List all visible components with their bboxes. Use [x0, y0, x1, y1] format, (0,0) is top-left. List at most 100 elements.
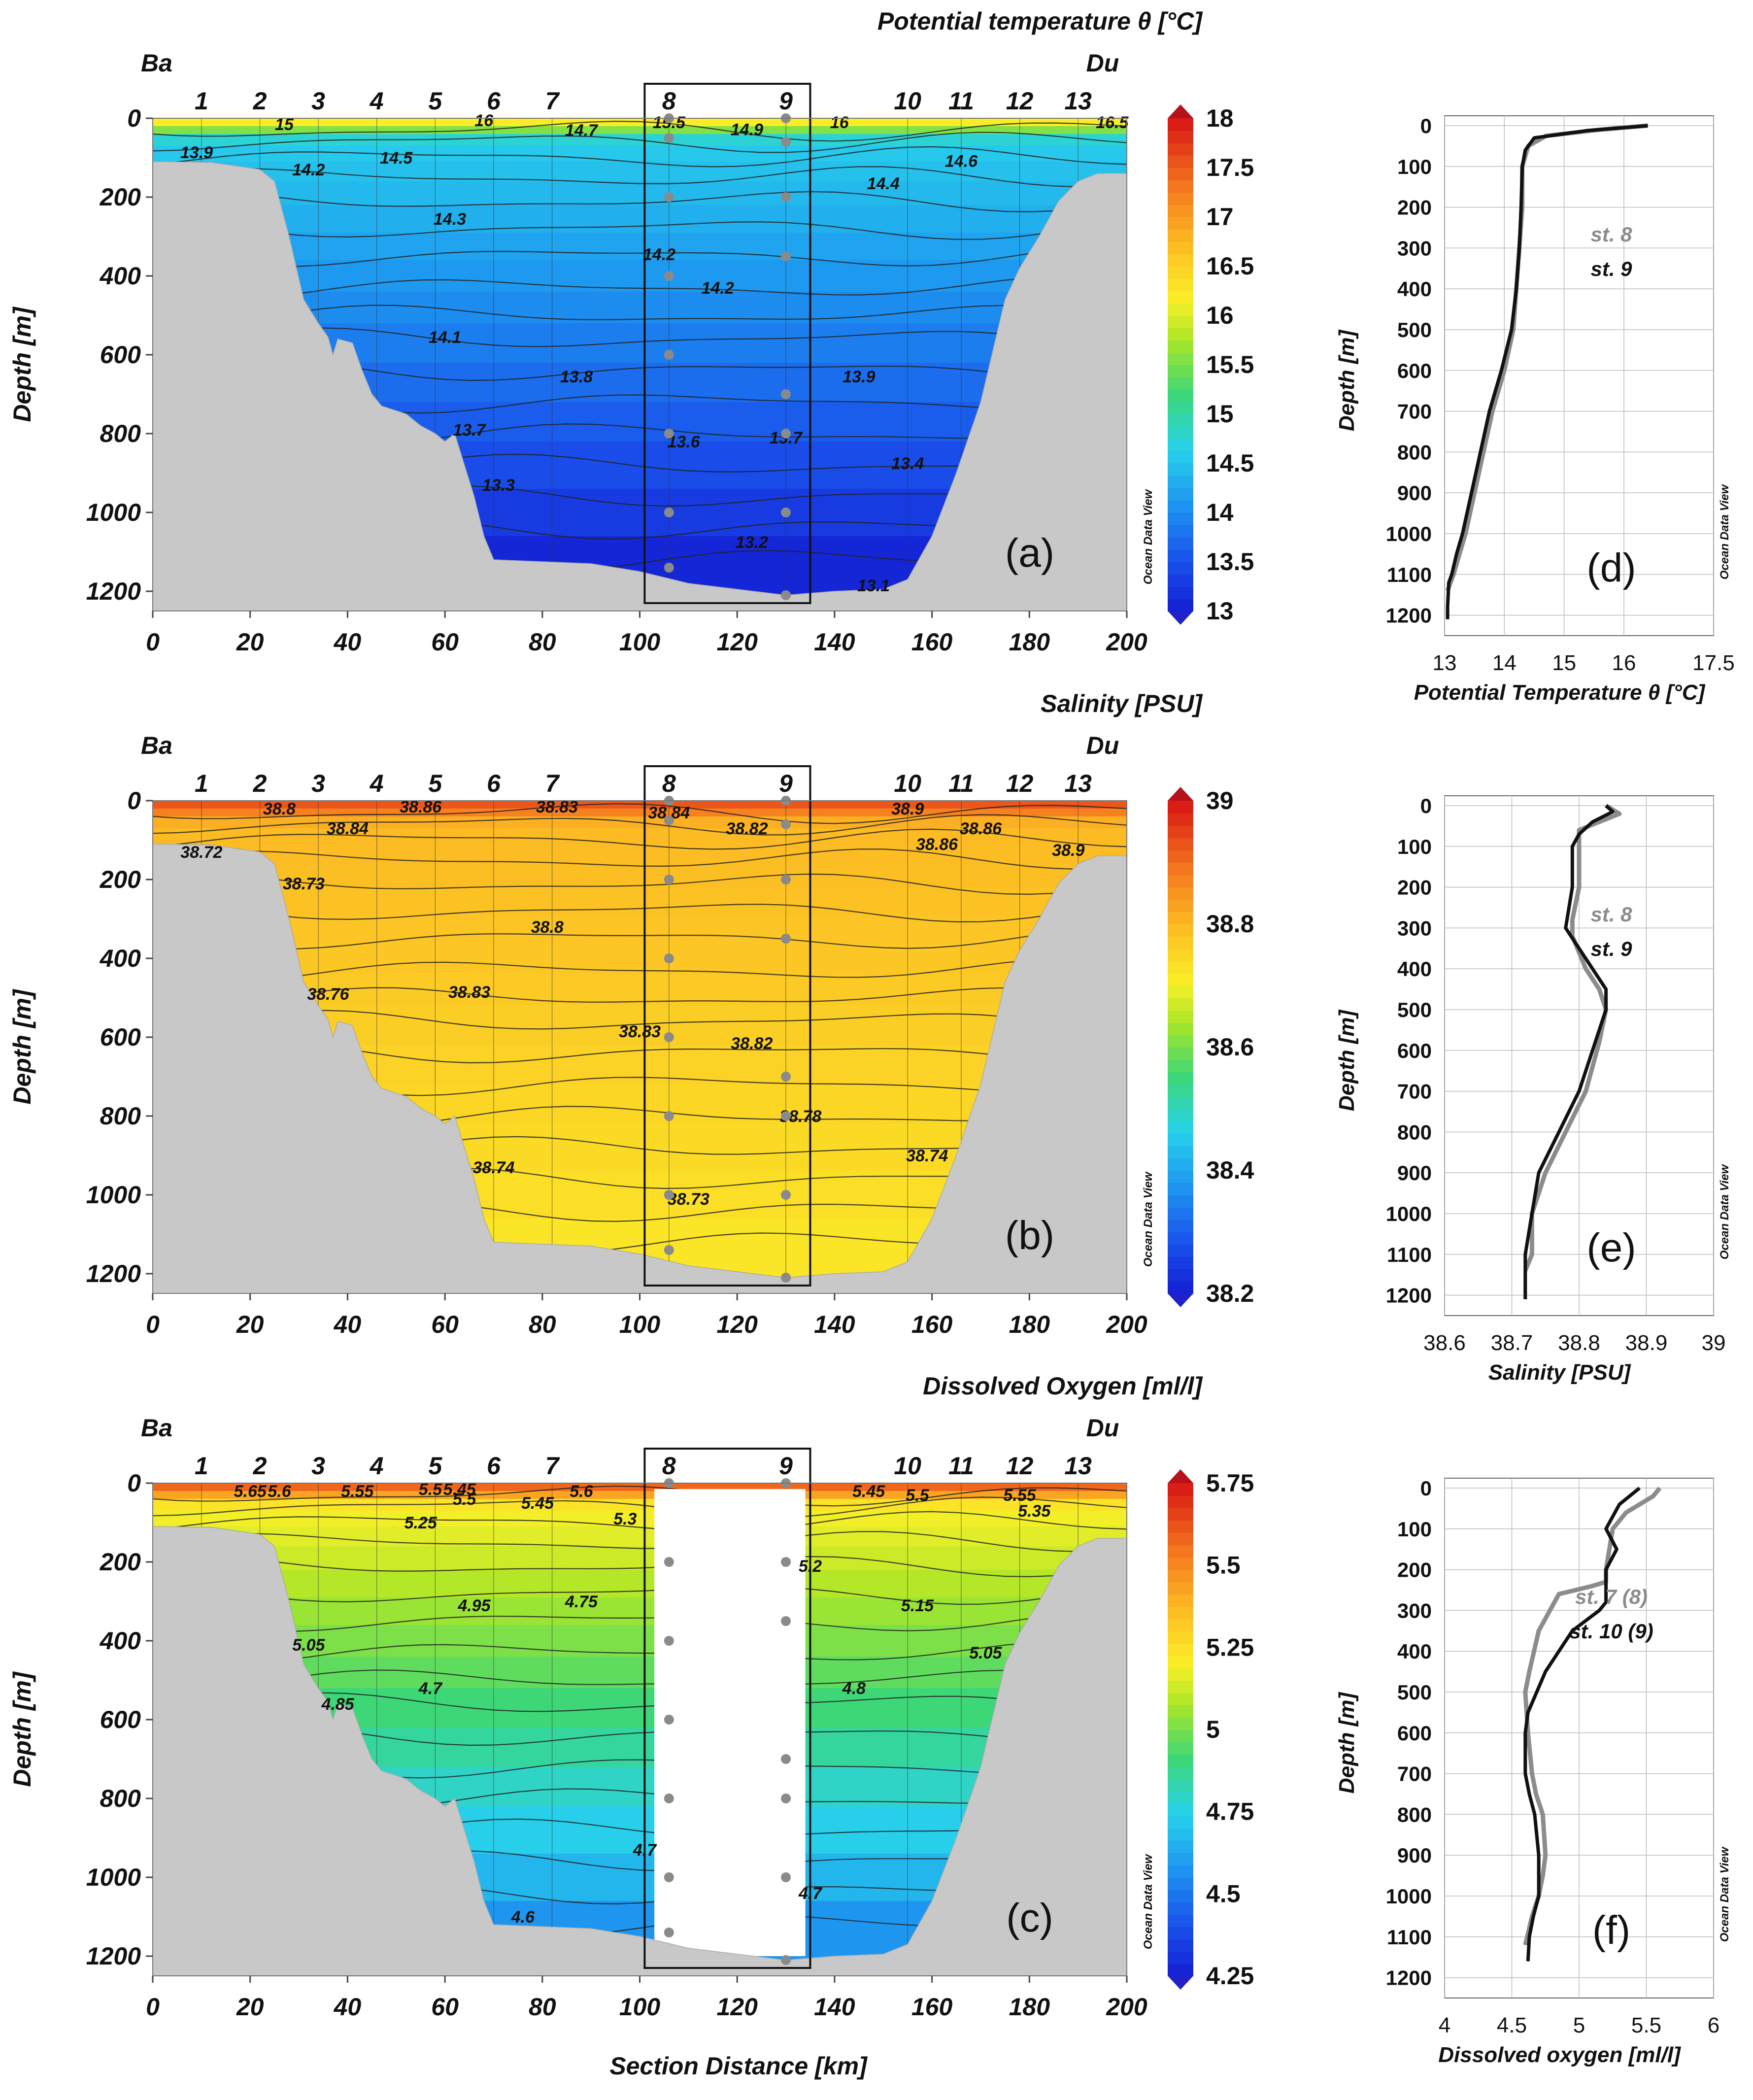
colorbar-top-arrow	[1168, 787, 1193, 801]
colorbar-segment	[1168, 985, 1193, 998]
field-band	[153, 1511, 1127, 1527]
x-tick-label: 16	[1612, 651, 1636, 675]
colorbar-segment	[1168, 1183, 1193, 1195]
y-axis-label: Depth [m]	[1335, 1692, 1359, 1794]
x-tick-label: 180	[1009, 1311, 1050, 1338]
y-tick-label: 1000	[1386, 522, 1432, 545]
legend-entry: st. 9	[1590, 257, 1632, 280]
colorbar-segment	[1168, 1269, 1193, 1282]
sample-dot	[781, 1111, 791, 1121]
contour-label: 5.5	[453, 1490, 476, 1509]
y-tick-label: 1100	[1387, 1243, 1432, 1266]
colorbar-segment	[1168, 1022, 1193, 1035]
contour-line	[153, 146, 1127, 168]
field-band	[153, 1597, 1127, 1626]
panel-label: (c)	[1006, 1896, 1053, 1940]
station-label: 4	[370, 1452, 384, 1480]
colorbar-segment	[1168, 463, 1193, 476]
x-tick-label: 120	[716, 1311, 758, 1338]
x-tick-label: 40	[334, 1311, 362, 1338]
sample-dot	[664, 429, 674, 439]
colorbar-segment	[1168, 1072, 1193, 1084]
y-tick-label: 400	[1397, 957, 1432, 981]
x-tick-label: 4.5	[1497, 2013, 1527, 2037]
colorbar-segment	[1168, 414, 1193, 427]
contour-label: 4.95	[457, 1596, 491, 1615]
sample-dot	[664, 1872, 674, 1882]
panel-label: (a)	[1005, 531, 1054, 576]
contour-line	[153, 1511, 1127, 1532]
panel-label: (e)	[1586, 1225, 1636, 1270]
x-tick-label: 5	[1573, 2013, 1585, 2037]
colorbar-segment	[1168, 549, 1193, 562]
contour-label: 13.9	[180, 143, 213, 162]
contour-label: 38.76	[307, 985, 349, 1004]
x-tick-label: 160	[911, 1993, 953, 2021]
contour-line	[153, 1610, 1127, 1632]
station-label: 10	[894, 770, 921, 797]
colorbar-segment	[1168, 1010, 1193, 1023]
y-tick-label: 200	[100, 866, 141, 893]
colorbar-segment	[1168, 1059, 1193, 1072]
y-tick-label: 0	[127, 1469, 141, 1497]
colorbar-segment	[1168, 948, 1193, 961]
seafloor	[152, 1526, 1127, 1976]
contour-label: 16	[830, 113, 849, 132]
y-tick-label: 1200	[86, 1260, 141, 1287]
field-band	[153, 1570, 1127, 1598]
colorbar-tick-label: 5	[1206, 1716, 1220, 1743]
station-label: 1	[195, 1452, 208, 1480]
colorbar-segment	[1168, 1256, 1193, 1269]
colorbar-segment	[1168, 291, 1193, 304]
y-tick-label: 0	[1420, 794, 1432, 817]
contour-label: 13.3	[482, 476, 515, 495]
y-tick-label: 1000	[86, 1863, 141, 1891]
section-end-label: Du	[1086, 732, 1119, 759]
station-label: 6	[487, 770, 501, 797]
contour-label: 38.86	[916, 835, 958, 854]
contour-line	[153, 958, 1127, 982]
station-label: 7	[545, 87, 560, 115]
field-band	[153, 233, 1127, 261]
highlight-box	[643, 1448, 811, 1969]
field-band	[153, 887, 1127, 915]
series-line-1	[1446, 124, 1648, 619]
colorbar-top-arrow	[1168, 104, 1193, 118]
highlight-box	[643, 83, 811, 604]
sample-dot	[664, 875, 674, 884]
sample-dot	[781, 590, 791, 600]
chart-title: Salinity [PSU]	[1041, 690, 1203, 717]
section-end-label: Du	[1086, 1414, 1119, 1442]
sample-dot	[781, 1754, 791, 1764]
station-label: 5	[428, 770, 442, 797]
colorbar-tick-label: 4.25	[1206, 1962, 1254, 1990]
series-line-0	[1523, 1487, 1662, 1946]
colorbar-segment	[1168, 961, 1193, 974]
contour-label: 38.74	[906, 1147, 948, 1165]
colorbar-segment	[1168, 168, 1193, 180]
y-tick-label: 100	[1397, 1518, 1432, 1541]
legend-entry: st. 9	[1590, 937, 1632, 960]
section-end-label: Du	[1086, 49, 1119, 77]
colorbar-segment	[1168, 1545, 1193, 1558]
oxygen-section-panel: 5.65 5.6 5.55 5.5 5.455.5 5.455.65.35.255.45 5…	[8, 1372, 1254, 2080]
series-line-1	[1523, 1487, 1641, 1962]
sample-dot	[664, 815, 674, 825]
contour-line	[153, 1531, 1127, 1553]
contour-label: 38.9	[1052, 841, 1084, 860]
contour-label: 38.72	[180, 843, 222, 862]
colorbar-segment	[1168, 1853, 1193, 1865]
chart-title: Potential temperature θ [°C]	[877, 7, 1203, 35]
x-tick-label: 40	[334, 628, 362, 656]
x-tick-label: 38.9	[1625, 1331, 1668, 1355]
colorbar-segment	[1168, 1865, 1193, 1878]
contour-line	[153, 1641, 1127, 1664]
colorbar-segment	[1168, 266, 1193, 279]
colorbar-segment	[1168, 862, 1193, 875]
x-axis-label: Dissolved oxygen [ml/l]	[1438, 2043, 1681, 2067]
sample-dot	[781, 1557, 791, 1567]
y-tick-label: 200	[1397, 196, 1432, 219]
sample-dot	[781, 875, 791, 884]
contour-label: 13.4	[891, 454, 924, 473]
colorbar-segment	[1168, 377, 1193, 390]
